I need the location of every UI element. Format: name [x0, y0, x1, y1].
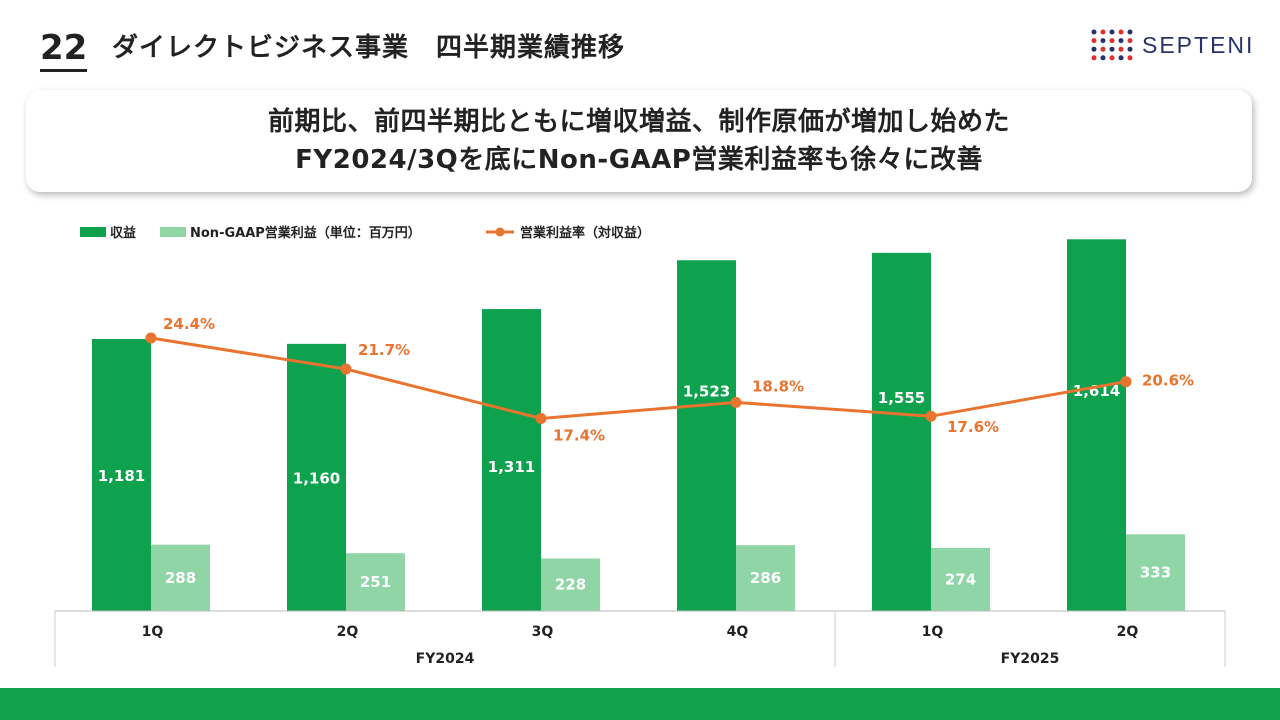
profit-value-label: 333 — [1140, 564, 1171, 582]
category-tick-label: 3Q — [532, 624, 554, 640]
margin-point — [145, 332, 157, 344]
margin-value-label: 24.4% — [163, 315, 215, 333]
page-number: 22 — [40, 28, 88, 72]
category-tick-label: 2Q — [337, 624, 359, 640]
logo-dot — [1091, 38, 1097, 44]
legend-profit-swatch — [160, 227, 186, 237]
fiscal-year-label: FY2024 — [416, 651, 475, 667]
chart-bars: 1,181 288 1,160 251 1,311 228 1,523 286 1,555 274… — [92, 239, 1185, 612]
fiscal-year-label: FY2025 — [1001, 651, 1060, 667]
revenue-bar — [1067, 239, 1126, 611]
revenue-value-label: 1,181 — [98, 467, 145, 485]
category-tick-label: 1Q — [142, 624, 164, 640]
revenue-bar — [287, 343, 346, 611]
revenue-bar — [482, 309, 541, 611]
profit-bar — [1126, 534, 1185, 611]
category-tick-label: 1Q — [922, 624, 944, 640]
logo-dot — [1100, 46, 1106, 52]
category-tick-label: 2Q — [1117, 624, 1139, 640]
margin-point — [1120, 376, 1132, 388]
margin-point — [925, 410, 937, 422]
margin-polyline — [150, 336, 1127, 420]
margin-point — [340, 363, 352, 375]
margin-value-label: 20.6% — [1142, 372, 1194, 390]
revenue-value-label: 1,160 — [293, 469, 340, 487]
margin-value-label: 21.7% — [358, 341, 410, 359]
revenue-value-label: 1,523 — [683, 383, 730, 401]
profit-bar — [151, 544, 210, 611]
revenue-value-label: 1,614 — [1073, 382, 1120, 400]
logo-dot — [1091, 29, 1097, 35]
legend-profit-label: Non-GAAP営業利益（単位：百万円） — [190, 225, 421, 241]
logo-dot — [1100, 55, 1106, 61]
logo-dot — [1109, 38, 1115, 44]
revenue-bar — [92, 339, 151, 611]
profit-bar — [931, 547, 990, 611]
logo-dot — [1127, 46, 1133, 52]
logo-text: SEPTENI — [1142, 31, 1255, 58]
profit-value-label: 228 — [555, 576, 586, 594]
page-title: ダイレクトビジネス事業 四半期業績推移 — [112, 33, 626, 63]
revenue-value-label: 1,555 — [878, 389, 925, 407]
legend-revenue-label: 収益 — [110, 225, 136, 241]
logo-dot — [1091, 46, 1097, 52]
logo-dot — [1100, 38, 1106, 44]
revenue-bar — [872, 252, 931, 612]
profit-bar — [346, 553, 405, 611]
revenue-bar — [677, 260, 736, 611]
margin-point — [730, 396, 742, 408]
legend-margin-swatch-dot — [495, 227, 505, 237]
logo-dot — [1118, 46, 1124, 52]
headline-line-2: FY2024/3Qを底にNon-GAAP営業利益率も徐々に改善 — [295, 145, 983, 175]
logo-dot — [1109, 46, 1115, 52]
margin-line: 24.4% 21.7% 17.4% 18.8% 17.6% 20.6% — [145, 315, 1194, 445]
legend-revenue-swatch — [80, 227, 106, 237]
logo-dot — [1091, 55, 1097, 61]
profit-value-label: 274 — [945, 570, 976, 588]
profit-value-label: 251 — [360, 573, 391, 591]
logo-dot — [1109, 29, 1115, 35]
margin-point — [535, 413, 547, 424]
headline-box: 前期比、前四半期比ともに増収増益、制作原価が増加し始めた FY2024/3Qを底… — [26, 90, 1252, 192]
logo-dot — [1127, 29, 1133, 35]
footer-bar — [0, 688, 1280, 720]
category-axis: 1Q 2Q 3Q 4Q 1Q 2Q FY2024 FY2025 — [54, 610, 1226, 667]
logo-dot-icon — [1091, 29, 1133, 61]
profit-value-label: 286 — [750, 569, 781, 587]
profit-bar — [541, 558, 600, 611]
logo-dot — [1127, 38, 1133, 44]
septeni-logo: SEPTENI — [1090, 28, 1254, 62]
headline-line-1: 前期比、前四半期比ともに増収増益、制作原価が増加し始めた — [267, 107, 1010, 137]
logo-dot — [1118, 55, 1124, 61]
profit-bar — [736, 545, 795, 611]
logo-dot — [1118, 38, 1124, 44]
profit-value-label: 288 — [165, 569, 196, 587]
category-tick-label: 4Q — [727, 624, 749, 640]
margin-value-label: 18.8% — [752, 377, 804, 395]
revenue-value-label: 1,311 — [488, 458, 535, 476]
logo-dot — [1127, 55, 1133, 61]
margin-value-label: 17.6% — [947, 418, 999, 436]
legend-margin-label: 営業利益率（対収益） — [520, 225, 650, 241]
logo-dot — [1109, 55, 1115, 61]
chart-legend: 収益 Non-GAAP営業利益（単位：百万円） 営業利益率（対収益） — [80, 225, 650, 241]
logo-dot — [1100, 29, 1106, 35]
margin-value-label: 17.4% — [553, 427, 605, 445]
logo-dot — [1118, 29, 1124, 35]
